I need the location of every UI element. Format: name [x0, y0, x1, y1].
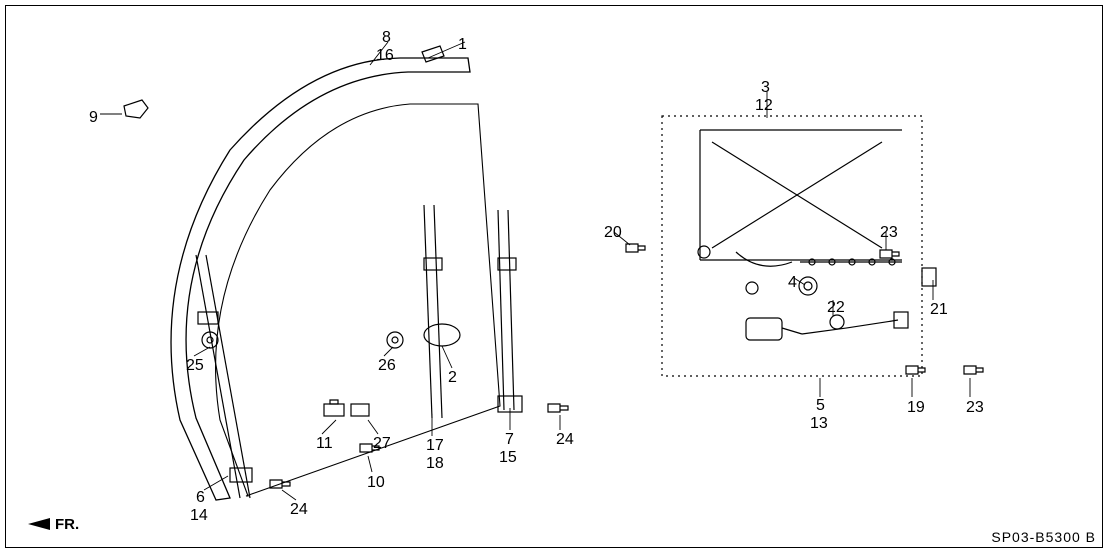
callout-4: 4 — [788, 275, 797, 291]
callout-27: 27 — [373, 436, 391, 452]
callout-23: 23 — [880, 225, 898, 241]
callout-24: 24 — [290, 502, 308, 518]
diagram-svg — [0, 0, 1108, 553]
callout-6: 6 — [196, 490, 205, 506]
callout-12: 12 — [755, 98, 773, 114]
callout-10: 10 — [367, 475, 385, 491]
callout-23: 23 — [966, 400, 984, 416]
callout-26: 26 — [378, 358, 396, 374]
callout-1: 1 — [458, 37, 467, 53]
callout-22: 22 — [827, 300, 845, 316]
callout-5: 5 — [816, 398, 825, 414]
drawing-code: SP03-B5300 B — [991, 529, 1096, 545]
callout-11: 11 — [316, 436, 333, 452]
callout-19: 19 — [907, 400, 925, 416]
callout-2: 2 — [448, 370, 457, 386]
callout-24: 24 — [556, 432, 574, 448]
callout-25: 25 — [186, 358, 204, 374]
callout-7: 7 — [505, 432, 514, 448]
callout-3: 3 — [761, 80, 770, 96]
callout-8: 8 — [382, 30, 391, 46]
callout-17: 17 — [426, 438, 444, 454]
callout-9: 9 — [89, 110, 98, 126]
callout-14: 14 — [190, 508, 208, 524]
front-marker: FR. — [55, 516, 79, 533]
callout-16: 16 — [376, 48, 394, 64]
callout-18: 18 — [426, 456, 444, 472]
callout-15: 15 — [499, 450, 517, 466]
callout-13: 13 — [810, 416, 828, 432]
callout-21: 21 — [930, 302, 948, 318]
callout-20: 20 — [604, 225, 622, 241]
